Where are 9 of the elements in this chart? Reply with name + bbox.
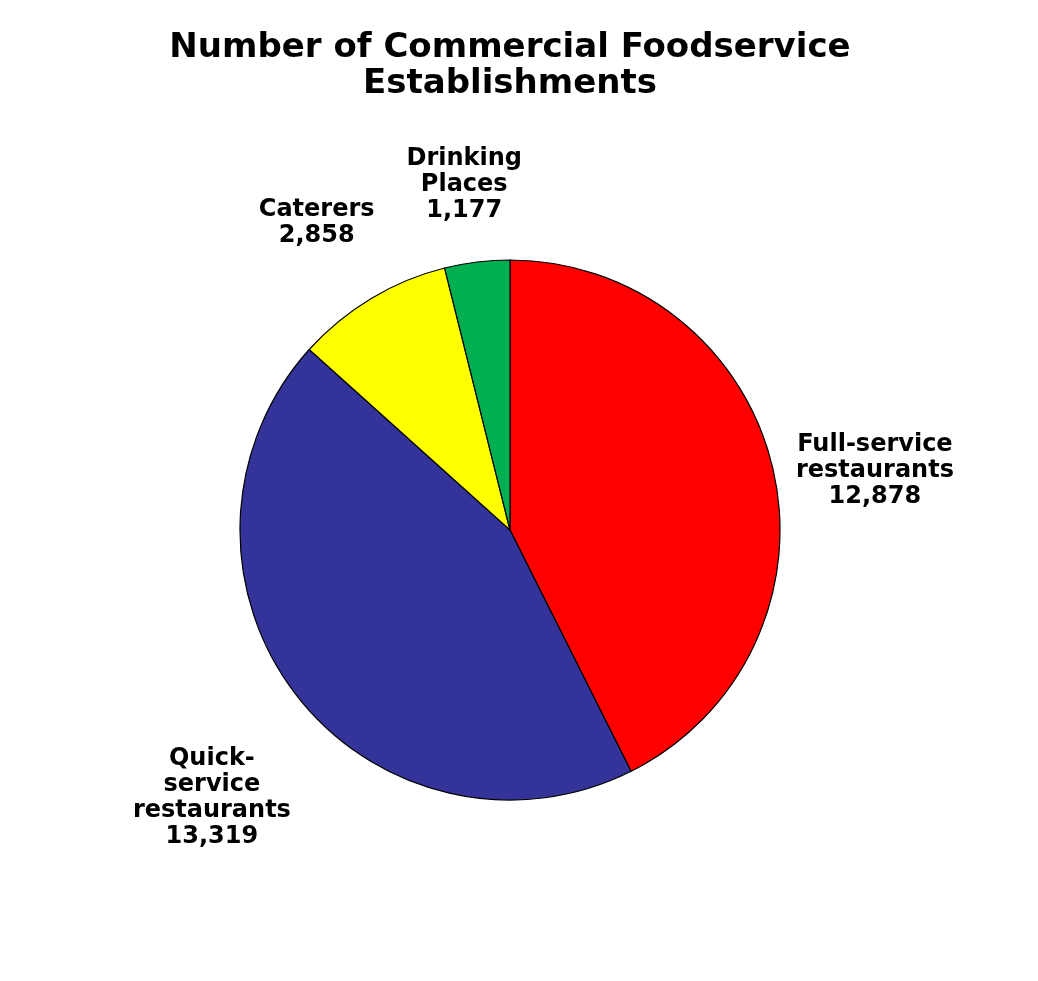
slice-label: Full-service restaurants (795, 428, 954, 483)
data-label: 1,177 (426, 194, 503, 223)
data-label: 13,319 (165, 820, 259, 849)
slice-label: Caterers (258, 193, 375, 222)
data-label: 12,878 (828, 480, 922, 509)
slice-label: Drinking Places (406, 142, 523, 197)
data-label: 2,858 (278, 219, 355, 248)
chart-title: Number of Commercial Foodservice Establishments (169, 25, 851, 101)
slice-label: Quick- service restaurants (132, 742, 291, 823)
